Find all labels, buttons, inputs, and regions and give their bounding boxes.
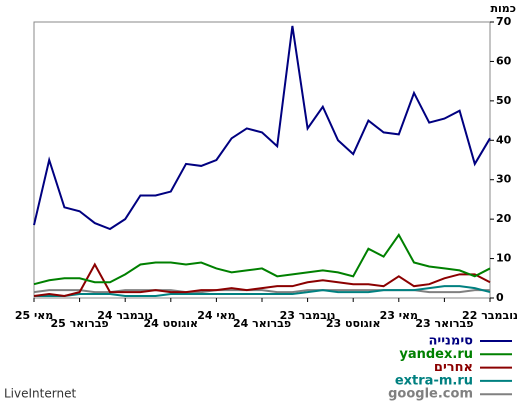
x-tick-label: פברואר 25	[51, 317, 109, 330]
plot-area	[33, 21, 491, 299]
x-tick-label: מאי 24	[197, 309, 235, 322]
legend-label: סימנייה	[428, 334, 473, 349]
legend-label: google.com	[388, 387, 473, 402]
x-tick-label: נובמבר 22	[462, 309, 518, 322]
y-tick-label: 70	[496, 15, 512, 28]
series-line	[33, 233, 491, 286]
x-tick-label: אוגוסט 24	[144, 317, 199, 330]
x-tick-label: נובמבר 23	[280, 309, 336, 322]
x-tick-label: פברואר 23	[415, 317, 473, 330]
series-line	[33, 25, 491, 231]
x-tick-label: נובמבר 24	[97, 309, 153, 322]
y-tick-label: 50	[496, 94, 512, 107]
y-tick-label: 30	[496, 173, 512, 186]
y-tick-label: 60	[496, 54, 512, 67]
y-axis-label: כמות	[491, 2, 516, 15]
x-tick-label: מאי 23	[380, 309, 418, 322]
y-tick-label: 0	[496, 291, 504, 304]
x-tick-label: פברואר 24	[233, 317, 291, 330]
footer: LiveInternet	[4, 387, 76, 401]
x-tick-label: אוגוסט 23	[326, 317, 381, 330]
series-line	[33, 262, 491, 298]
x-tick-label: מאי 25	[15, 309, 53, 322]
legend-label: extra-m.ru	[395, 373, 473, 388]
y-tick-label: 20	[496, 212, 512, 225]
series-line	[34, 285, 491, 298]
y-tick-label: 40	[496, 133, 512, 146]
legend-label: אחרים	[434, 360, 473, 375]
y-tick-label: 10	[496, 252, 512, 265]
legend-label: yandex.ru	[399, 347, 473, 362]
